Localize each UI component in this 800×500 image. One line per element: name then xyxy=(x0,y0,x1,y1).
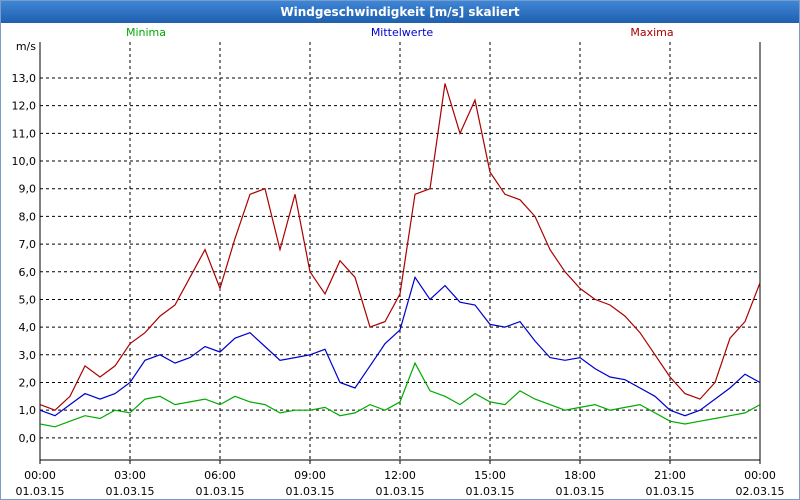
x-tick-time: 15:00 xyxy=(474,469,506,482)
series-line-mittelwerte xyxy=(39,275,761,417)
series-line-minima xyxy=(39,361,761,428)
legend-minima: Minima xyxy=(126,26,166,39)
y-tick-label: 9,0 xyxy=(19,183,37,196)
y-tick-label: 11,0 xyxy=(12,127,37,140)
y-tick-label: 2,0 xyxy=(19,376,37,389)
series-line-maxima xyxy=(39,83,761,411)
x-tick-date: 02.03.15 xyxy=(736,485,785,498)
x-tick-time: 21:00 xyxy=(654,469,686,482)
y-tick-label: 10,0 xyxy=(12,155,37,168)
x-tick-date: 01.03.15 xyxy=(466,485,515,498)
y-tick-label: 1,0 xyxy=(19,404,37,417)
y-tick-label: 12,0 xyxy=(12,100,37,113)
y-tick-label: 13,0 xyxy=(12,72,37,85)
window-title: Windgeschwindigkeit [m/s] skaliert xyxy=(1,1,799,23)
y-tick-label: 5,0 xyxy=(19,293,37,306)
y-tick-label: 4,0 xyxy=(19,321,37,334)
y-tick-label: 3,0 xyxy=(19,349,37,362)
y-tick-label: 7,0 xyxy=(19,238,37,251)
x-tick-time: 00:00 xyxy=(24,469,56,482)
y-tick-label: 0,0 xyxy=(19,432,37,445)
y-tick-label: 8,0 xyxy=(19,210,37,223)
legend-maxima: Maxima xyxy=(630,26,673,39)
x-tick-date: 01.03.15 xyxy=(286,485,335,498)
x-tick-time: 06:00 xyxy=(204,469,236,482)
x-tick-date: 01.03.15 xyxy=(556,485,605,498)
x-tick-time: 03:00 xyxy=(114,469,146,482)
x-tick-time: 12:00 xyxy=(384,469,416,482)
x-tick-date: 01.03.15 xyxy=(646,485,695,498)
y-tick-label: 6,0 xyxy=(19,266,37,279)
x-tick-date: 01.03.15 xyxy=(106,485,155,498)
x-tick-date: 01.03.15 xyxy=(196,485,245,498)
y-axis-label: m/s xyxy=(16,40,36,53)
legend-mittelwerte: Mittelwerte xyxy=(371,26,434,39)
x-tick-date: 01.03.15 xyxy=(376,485,425,498)
x-tick-time: 09:00 xyxy=(294,469,326,482)
x-tick-time: 00:00 xyxy=(744,469,776,482)
x-tick-time: 18:00 xyxy=(564,469,596,482)
x-tick-date: 01.03.15 xyxy=(16,485,65,498)
